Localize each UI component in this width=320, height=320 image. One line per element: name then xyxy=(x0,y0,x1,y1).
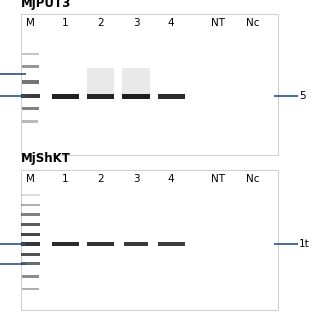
Bar xyxy=(123,68,150,93)
Bar xyxy=(21,213,40,216)
Bar xyxy=(22,120,38,123)
Text: NT: NT xyxy=(211,19,225,28)
Bar xyxy=(124,243,148,246)
Text: 3: 3 xyxy=(133,19,139,28)
Bar xyxy=(22,275,39,278)
Text: 1: 1 xyxy=(62,19,69,28)
Text: 2: 2 xyxy=(98,174,104,184)
Text: 4: 4 xyxy=(168,19,174,28)
Bar xyxy=(22,107,39,110)
Bar xyxy=(87,243,115,246)
Bar xyxy=(87,68,115,93)
Bar xyxy=(22,52,39,55)
Text: 2: 2 xyxy=(98,19,104,28)
Bar xyxy=(21,194,40,196)
Bar xyxy=(21,262,40,266)
Bar xyxy=(123,93,150,99)
Bar xyxy=(21,94,40,98)
Bar xyxy=(21,242,40,246)
Bar xyxy=(52,93,79,99)
Text: M: M xyxy=(26,174,35,184)
Bar xyxy=(52,243,79,246)
Bar xyxy=(21,252,40,256)
Bar xyxy=(21,233,40,236)
Text: 1t: 1t xyxy=(299,239,310,249)
Text: 5: 5 xyxy=(299,91,306,101)
Bar xyxy=(22,80,39,84)
Bar xyxy=(21,204,40,206)
Bar xyxy=(158,93,185,99)
Text: 1: 1 xyxy=(62,174,69,184)
Text: NT: NT xyxy=(211,174,225,184)
Text: Nc: Nc xyxy=(246,174,260,184)
Bar xyxy=(22,288,39,290)
Bar xyxy=(22,65,39,68)
Text: MjPUT3: MjPUT3 xyxy=(21,0,71,10)
Text: M: M xyxy=(26,19,35,28)
Bar xyxy=(21,170,278,310)
Bar xyxy=(21,14,278,155)
Bar xyxy=(158,243,185,246)
Bar xyxy=(21,223,40,226)
Text: MjShKT: MjShKT xyxy=(21,152,71,165)
Text: Nc: Nc xyxy=(246,19,260,28)
Text: 3: 3 xyxy=(133,174,139,184)
Bar xyxy=(87,93,115,99)
Text: 4: 4 xyxy=(168,174,174,184)
